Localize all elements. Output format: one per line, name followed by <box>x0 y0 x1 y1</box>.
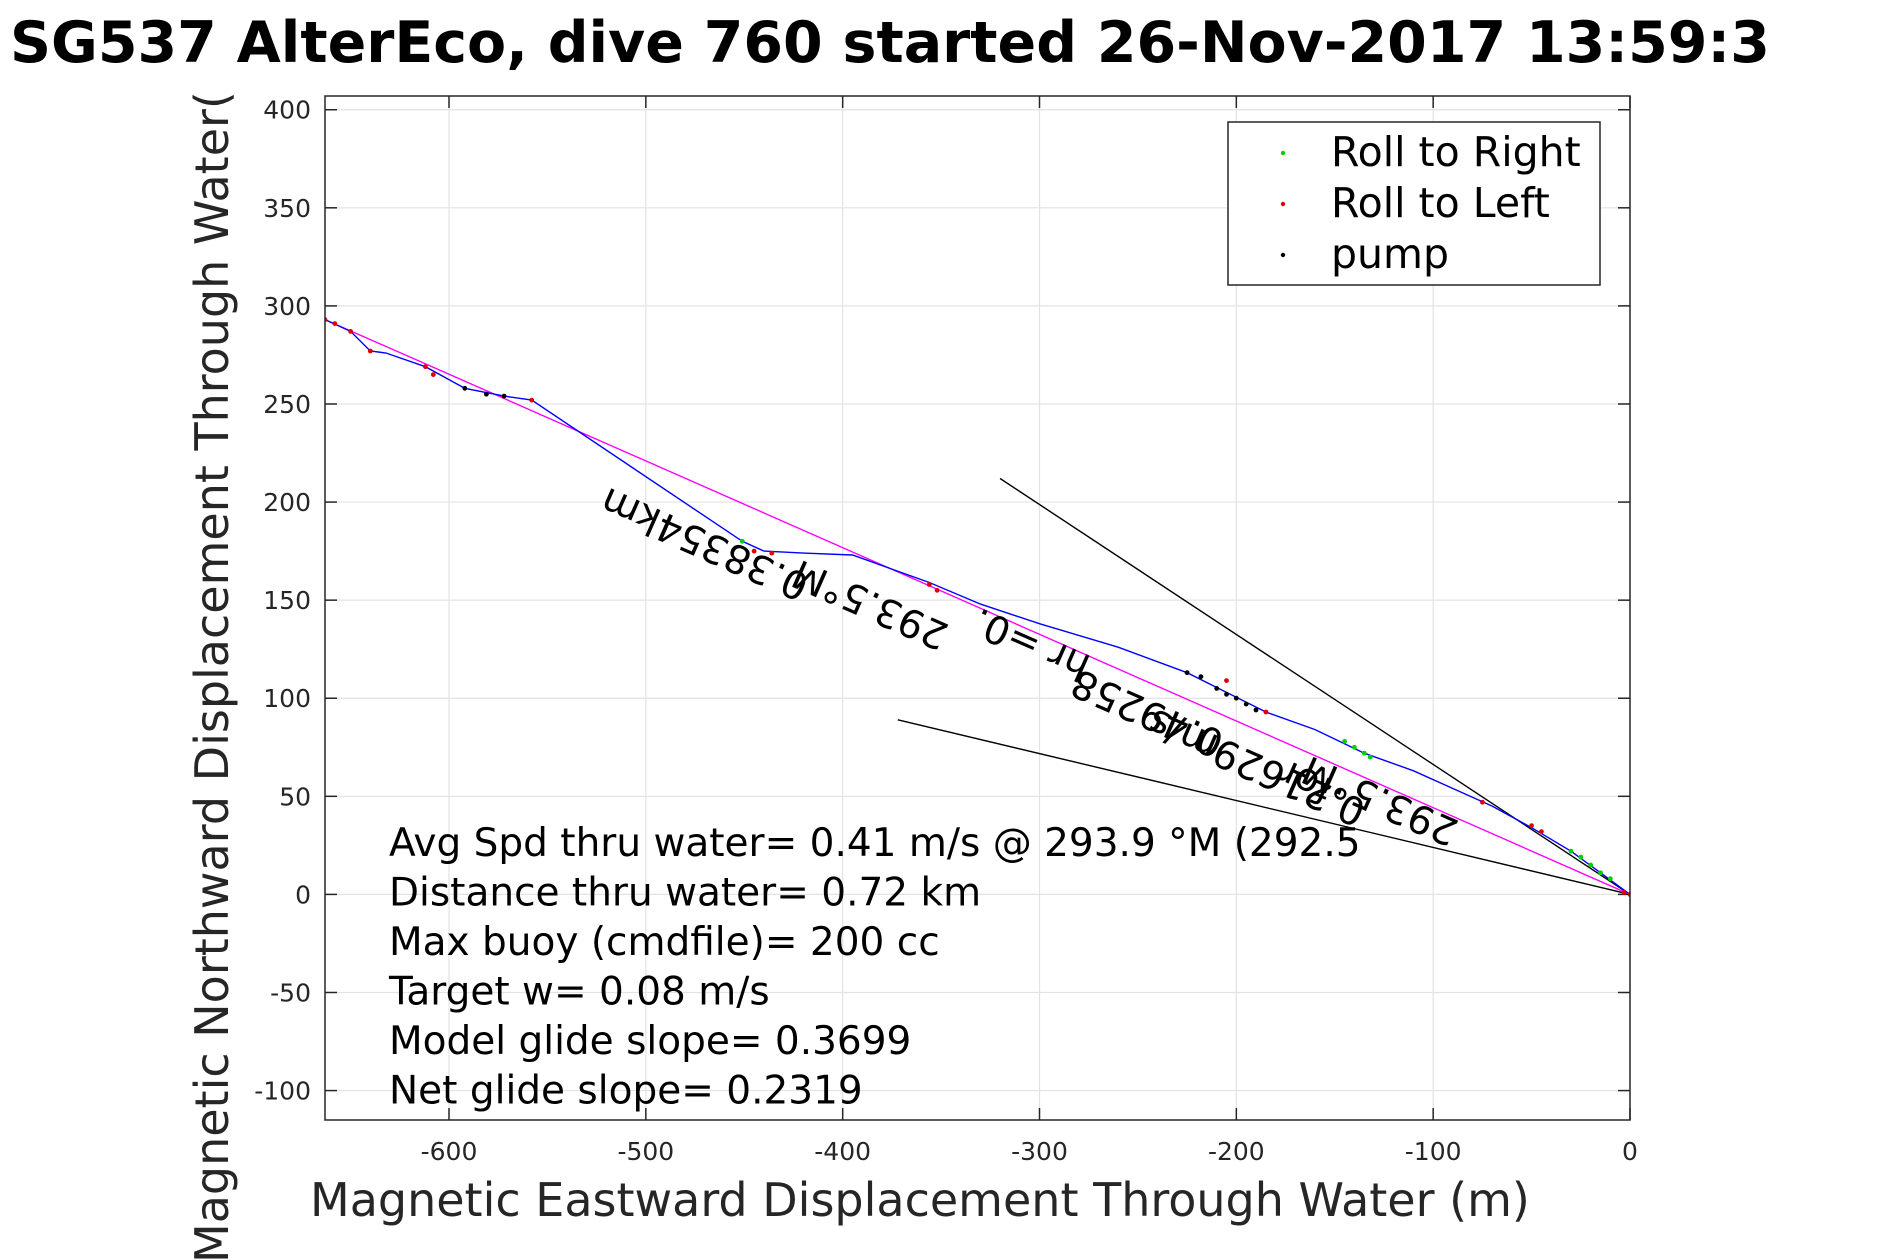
plot-data <box>325 317 1630 897</box>
y-axis-label: Magnetic Northward Displacement Through … <box>185 91 239 1260</box>
roll-right-point <box>1578 854 1584 860</box>
roll-right-point <box>739 538 745 544</box>
y-tick-label: 350 <box>263 194 311 223</box>
roll-right-point <box>1598 870 1603 876</box>
legend: Roll to Right Roll to Left pump <box>1227 121 1601 286</box>
heading-wedge-line <box>999 477 1630 895</box>
x-axis-label: Magnetic Eastward Displacement Through W… <box>310 1173 1530 1227</box>
stat-line: Target w= 0.08 m/s <box>388 970 770 1015</box>
chart-title: SG537 AlterEco, dive 760 started 26-Nov-… <box>10 10 1770 76</box>
roll-left-point <box>934 587 940 593</box>
roll-left-point <box>751 548 757 554</box>
legend-label-roll-left: Roll to Left <box>1331 179 1550 227</box>
pump-point <box>1198 674 1204 680</box>
pump-point <box>1233 695 1239 701</box>
roll-left-point <box>1480 799 1485 805</box>
roll-right-point <box>1588 862 1593 868</box>
legend-marker-roll-right <box>1280 150 1286 156</box>
roll-left-point <box>926 582 932 587</box>
roll-right-point <box>1352 744 1357 750</box>
roll-right-point <box>1607 876 1613 882</box>
stat-line: Net glide slope= 0.2319 <box>389 1069 863 1114</box>
legend-box <box>1227 121 1601 286</box>
roll-right-point <box>1342 739 1347 744</box>
pump-point <box>1184 670 1190 676</box>
axis-ticks: -600 -500 -400 -300 -200 -100 0-100-5005010015… <box>254 96 1638 1166</box>
roll-left-point <box>367 348 373 354</box>
y-tick-label: 300 <box>263 292 311 321</box>
dive-stats: Avg Spd thru water= 0.41 m/s @ 293.9 °M … <box>388 821 1361 1114</box>
legend-marker-roll-left <box>1280 201 1286 207</box>
roll-left-point <box>348 329 353 334</box>
roll-left-point <box>423 364 428 370</box>
roll-left-point <box>529 397 535 403</box>
y-tick-label: -50 <box>270 978 311 1007</box>
net-heading-line <box>325 318 1630 896</box>
y-tick-label: 0 <box>295 880 311 909</box>
roll-right-point <box>1568 848 1574 854</box>
stat-line: Distance thru water= 0.72 km <box>389 871 981 916</box>
x-tick-label: -400 <box>814 1137 871 1166</box>
pump-point <box>1214 686 1220 691</box>
y-tick-label: 400 <box>263 96 311 125</box>
pump-point <box>1224 691 1229 697</box>
x-tick-label: -200 <box>1208 1137 1265 1166</box>
roll-left-point <box>1224 678 1229 683</box>
axes-frame <box>324 95 1631 1121</box>
roll-left-point <box>769 550 775 556</box>
stat-line: Avg Spd thru water= 0.41 m/s @ 293.9 °M … <box>389 821 1361 866</box>
y-tick-label: -100 <box>254 1077 311 1106</box>
stat-line: Model glide slope= 0.3699 <box>389 1019 911 1064</box>
x-tick-label: -300 <box>1011 1137 1068 1166</box>
x-tick-label: -100 <box>1405 1137 1462 1166</box>
x-tick-label: -600 <box>421 1137 478 1166</box>
y-tick-label: 200 <box>263 488 311 517</box>
pump-point <box>462 385 468 391</box>
pump-point <box>484 391 489 397</box>
legend-label-roll-right: Roll to Right <box>1331 128 1581 176</box>
roll-right-point <box>1361 750 1367 756</box>
legend-label-pump: pump <box>1331 230 1449 278</box>
roll-left-point <box>1263 709 1269 715</box>
pump-point <box>1253 707 1259 713</box>
roll-right-point <box>1367 754 1373 760</box>
roll-left-point <box>1621 890 1627 895</box>
legend-marker-pump <box>1280 252 1286 258</box>
y-tick-label: 250 <box>263 390 311 419</box>
dive-track-line <box>325 318 1630 895</box>
y-tick-label: 100 <box>263 684 311 713</box>
y-tick-label: 50 <box>279 782 311 811</box>
roll-left-point <box>1539 829 1544 834</box>
roll-left-point <box>430 372 436 377</box>
x-tick-label: 0 <box>1622 1137 1638 1166</box>
roll-left-point <box>332 321 338 326</box>
roll-left-point <box>1529 823 1534 829</box>
pump-point <box>501 393 507 399</box>
heading-wedge-line <box>897 719 1630 896</box>
stat-line: Max buoy (cmdfile)= 200 cc <box>389 920 940 965</box>
x-tick-label: -500 <box>617 1137 674 1166</box>
y-tick-label: 150 <box>263 586 311 615</box>
pump-point <box>1243 701 1249 707</box>
